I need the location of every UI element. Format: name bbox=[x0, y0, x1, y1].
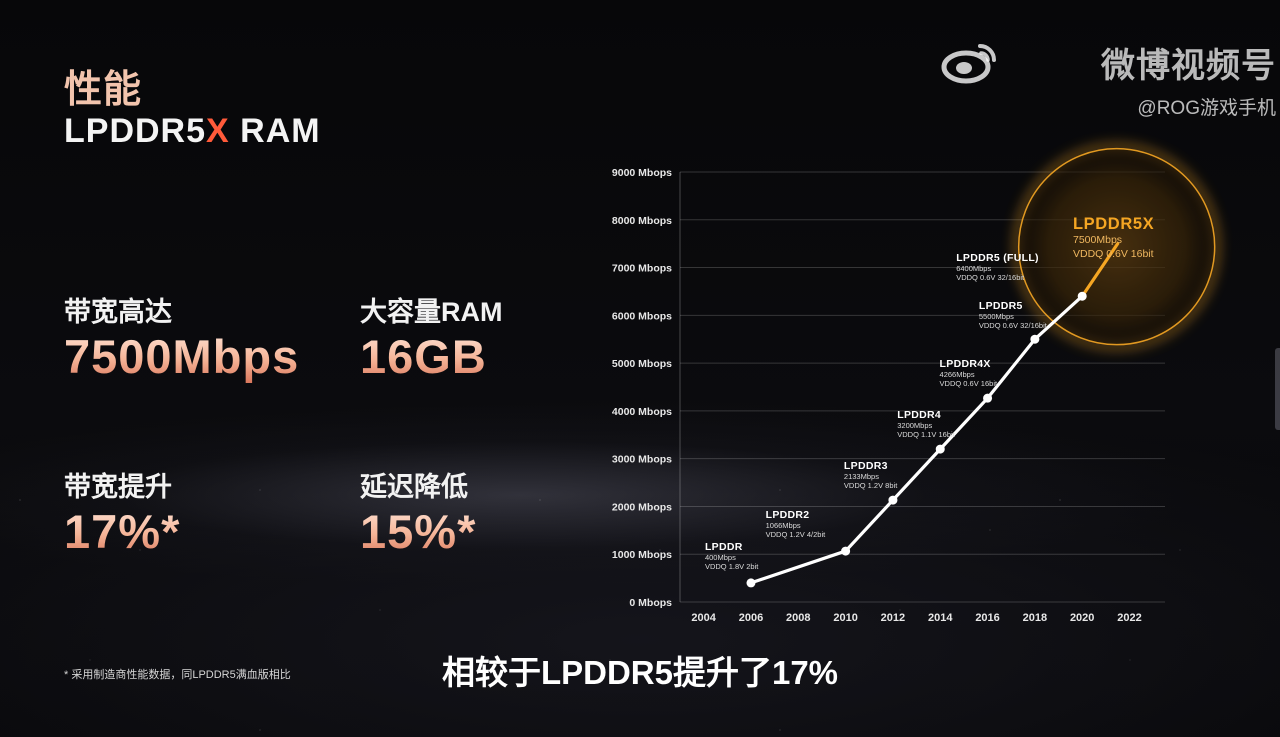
point-spec-label: VDDQ 1.2V 4/2bit bbox=[766, 530, 827, 539]
data-point bbox=[1077, 291, 1087, 301]
point-spec-label: VDDQ 1.1V 16bit bbox=[897, 430, 955, 439]
point-name-label: LPDDR5 bbox=[979, 300, 1023, 312]
footnote: * 采用制造商性能数据，同LPDDR5满血版相比 bbox=[64, 669, 291, 681]
highlight-spec-label: VDDQ 0.6V 16bit bbox=[1073, 248, 1154, 260]
x-tick-label: 2018 bbox=[1023, 612, 1047, 624]
highlight-segment bbox=[1080, 242, 1120, 298]
point-spec-label: VDDQ 0.6V 32/16bit bbox=[956, 273, 1025, 282]
stat-label: 带宽提升 bbox=[64, 472, 172, 502]
starfield-decoration bbox=[0, 470, 1280, 737]
watermark: 微博视频号 @ROG游戏手机 bbox=[941, 38, 1276, 120]
model-suffix: RAM bbox=[229, 112, 321, 150]
model-title: LPDDR5X RAM bbox=[64, 112, 321, 151]
x-tick-label: 2008 bbox=[786, 612, 810, 624]
watermark-handle: @ROG游戏手机 bbox=[1137, 98, 1276, 119]
stat-value: 15%* bbox=[360, 505, 477, 558]
point-speed-label: 5500Mbps bbox=[979, 312, 1014, 321]
y-tick-label: 5000 Mbops bbox=[612, 358, 672, 370]
highlight-glow bbox=[1013, 143, 1220, 350]
point-spec-label: VDDQ 0.6V 32/16bit bbox=[979, 321, 1048, 330]
stat-capacity: 大容量RAM 16GB bbox=[360, 290, 503, 384]
y-tick-label: 2000 Mbops bbox=[612, 501, 672, 513]
video-subtitle: 相较于LPDDR5提升了17% bbox=[441, 654, 839, 691]
point-spec-label: VDDQ 1.8V 2bit bbox=[705, 562, 759, 571]
data-point bbox=[935, 444, 945, 454]
highlight-name-label: LPDDR5X bbox=[1073, 215, 1154, 233]
point-spec-label: VDDQ 0.6V 16bit bbox=[940, 379, 998, 388]
y-tick-label: 1000 Mbops bbox=[612, 549, 672, 561]
highlight-speed-label: 7500Mbps bbox=[1073, 234, 1122, 246]
x-tick-label: 2010 bbox=[833, 612, 857, 624]
point-name-label: LPDDR4X bbox=[940, 358, 991, 370]
x-tick-label: 2012 bbox=[881, 612, 905, 624]
stat-bandwidth: 带宽高达 7500Mbps bbox=[64, 290, 299, 384]
weibo-icon bbox=[941, 44, 996, 84]
point-speed-label: 4266Mbps bbox=[940, 370, 975, 379]
y-tick-label: 0 Mbops bbox=[629, 597, 672, 609]
point-speed-label: 2133Mbps bbox=[844, 472, 879, 481]
watermark-title: 微博视频号 bbox=[1101, 47, 1276, 85]
stat-value: 17%* bbox=[64, 505, 181, 558]
x-tick-label: 2022 bbox=[1117, 612, 1141, 624]
stat-value: 16GB bbox=[360, 329, 503, 384]
section-title: 性能 bbox=[64, 69, 143, 111]
stat-label: 带宽高达 bbox=[64, 297, 172, 327]
point-name-label: LPDDR2 bbox=[766, 509, 810, 521]
point-speed-label: 400Mbps bbox=[705, 553, 736, 562]
data-point bbox=[983, 393, 993, 403]
y-tick-label: 9000 Mbops bbox=[612, 167, 672, 179]
y-tick-label: 3000 Mbops bbox=[612, 454, 672, 466]
stat-label: 延迟降低 bbox=[360, 472, 468, 502]
x-tick-label: 2016 bbox=[975, 612, 999, 624]
stat-value: 7500Mbps bbox=[64, 330, 300, 383]
y-tick-label: 4000 Mbops bbox=[612, 406, 672, 418]
y-tick-label: 8000 Mbops bbox=[612, 215, 672, 227]
y-tick-label: 7000 Mbops bbox=[612, 263, 672, 275]
data-point bbox=[1030, 334, 1040, 344]
point-name-label: LPDDR5 (FULL) bbox=[956, 252, 1039, 264]
point-speed-label: 1066Mbps bbox=[766, 521, 801, 530]
stat-latency-reduction: 延迟降低 15%* bbox=[360, 465, 476, 559]
x-tick-label: 2014 bbox=[928, 612, 953, 624]
point-speed-label: 6400Mbps bbox=[956, 264, 991, 273]
model-x: X bbox=[206, 112, 230, 150]
x-tick-label: 2006 bbox=[739, 612, 763, 624]
x-tick-label: 2004 bbox=[691, 612, 716, 624]
data-point bbox=[888, 495, 898, 505]
data-point bbox=[746, 578, 756, 588]
point-speed-label: 3200Mbps bbox=[897, 421, 932, 430]
point-name-label: LPDDR bbox=[705, 541, 743, 553]
point-name-label: LPDDR4 bbox=[897, 409, 941, 421]
stat-bandwidth-increase: 带宽提升 17%* bbox=[64, 465, 180, 559]
x-tick-label: 2020 bbox=[1070, 612, 1094, 624]
point-name-label: LPDDR3 bbox=[844, 460, 888, 472]
edge-handle bbox=[1275, 348, 1280, 430]
model-prefix: LPDDR5 bbox=[64, 112, 207, 150]
point-spec-label: VDDQ 1.2V 8bit bbox=[844, 481, 898, 490]
stat-label: 大容量RAM bbox=[360, 297, 503, 327]
y-tick-label: 6000 Mbops bbox=[612, 310, 672, 322]
data-point bbox=[841, 546, 851, 556]
